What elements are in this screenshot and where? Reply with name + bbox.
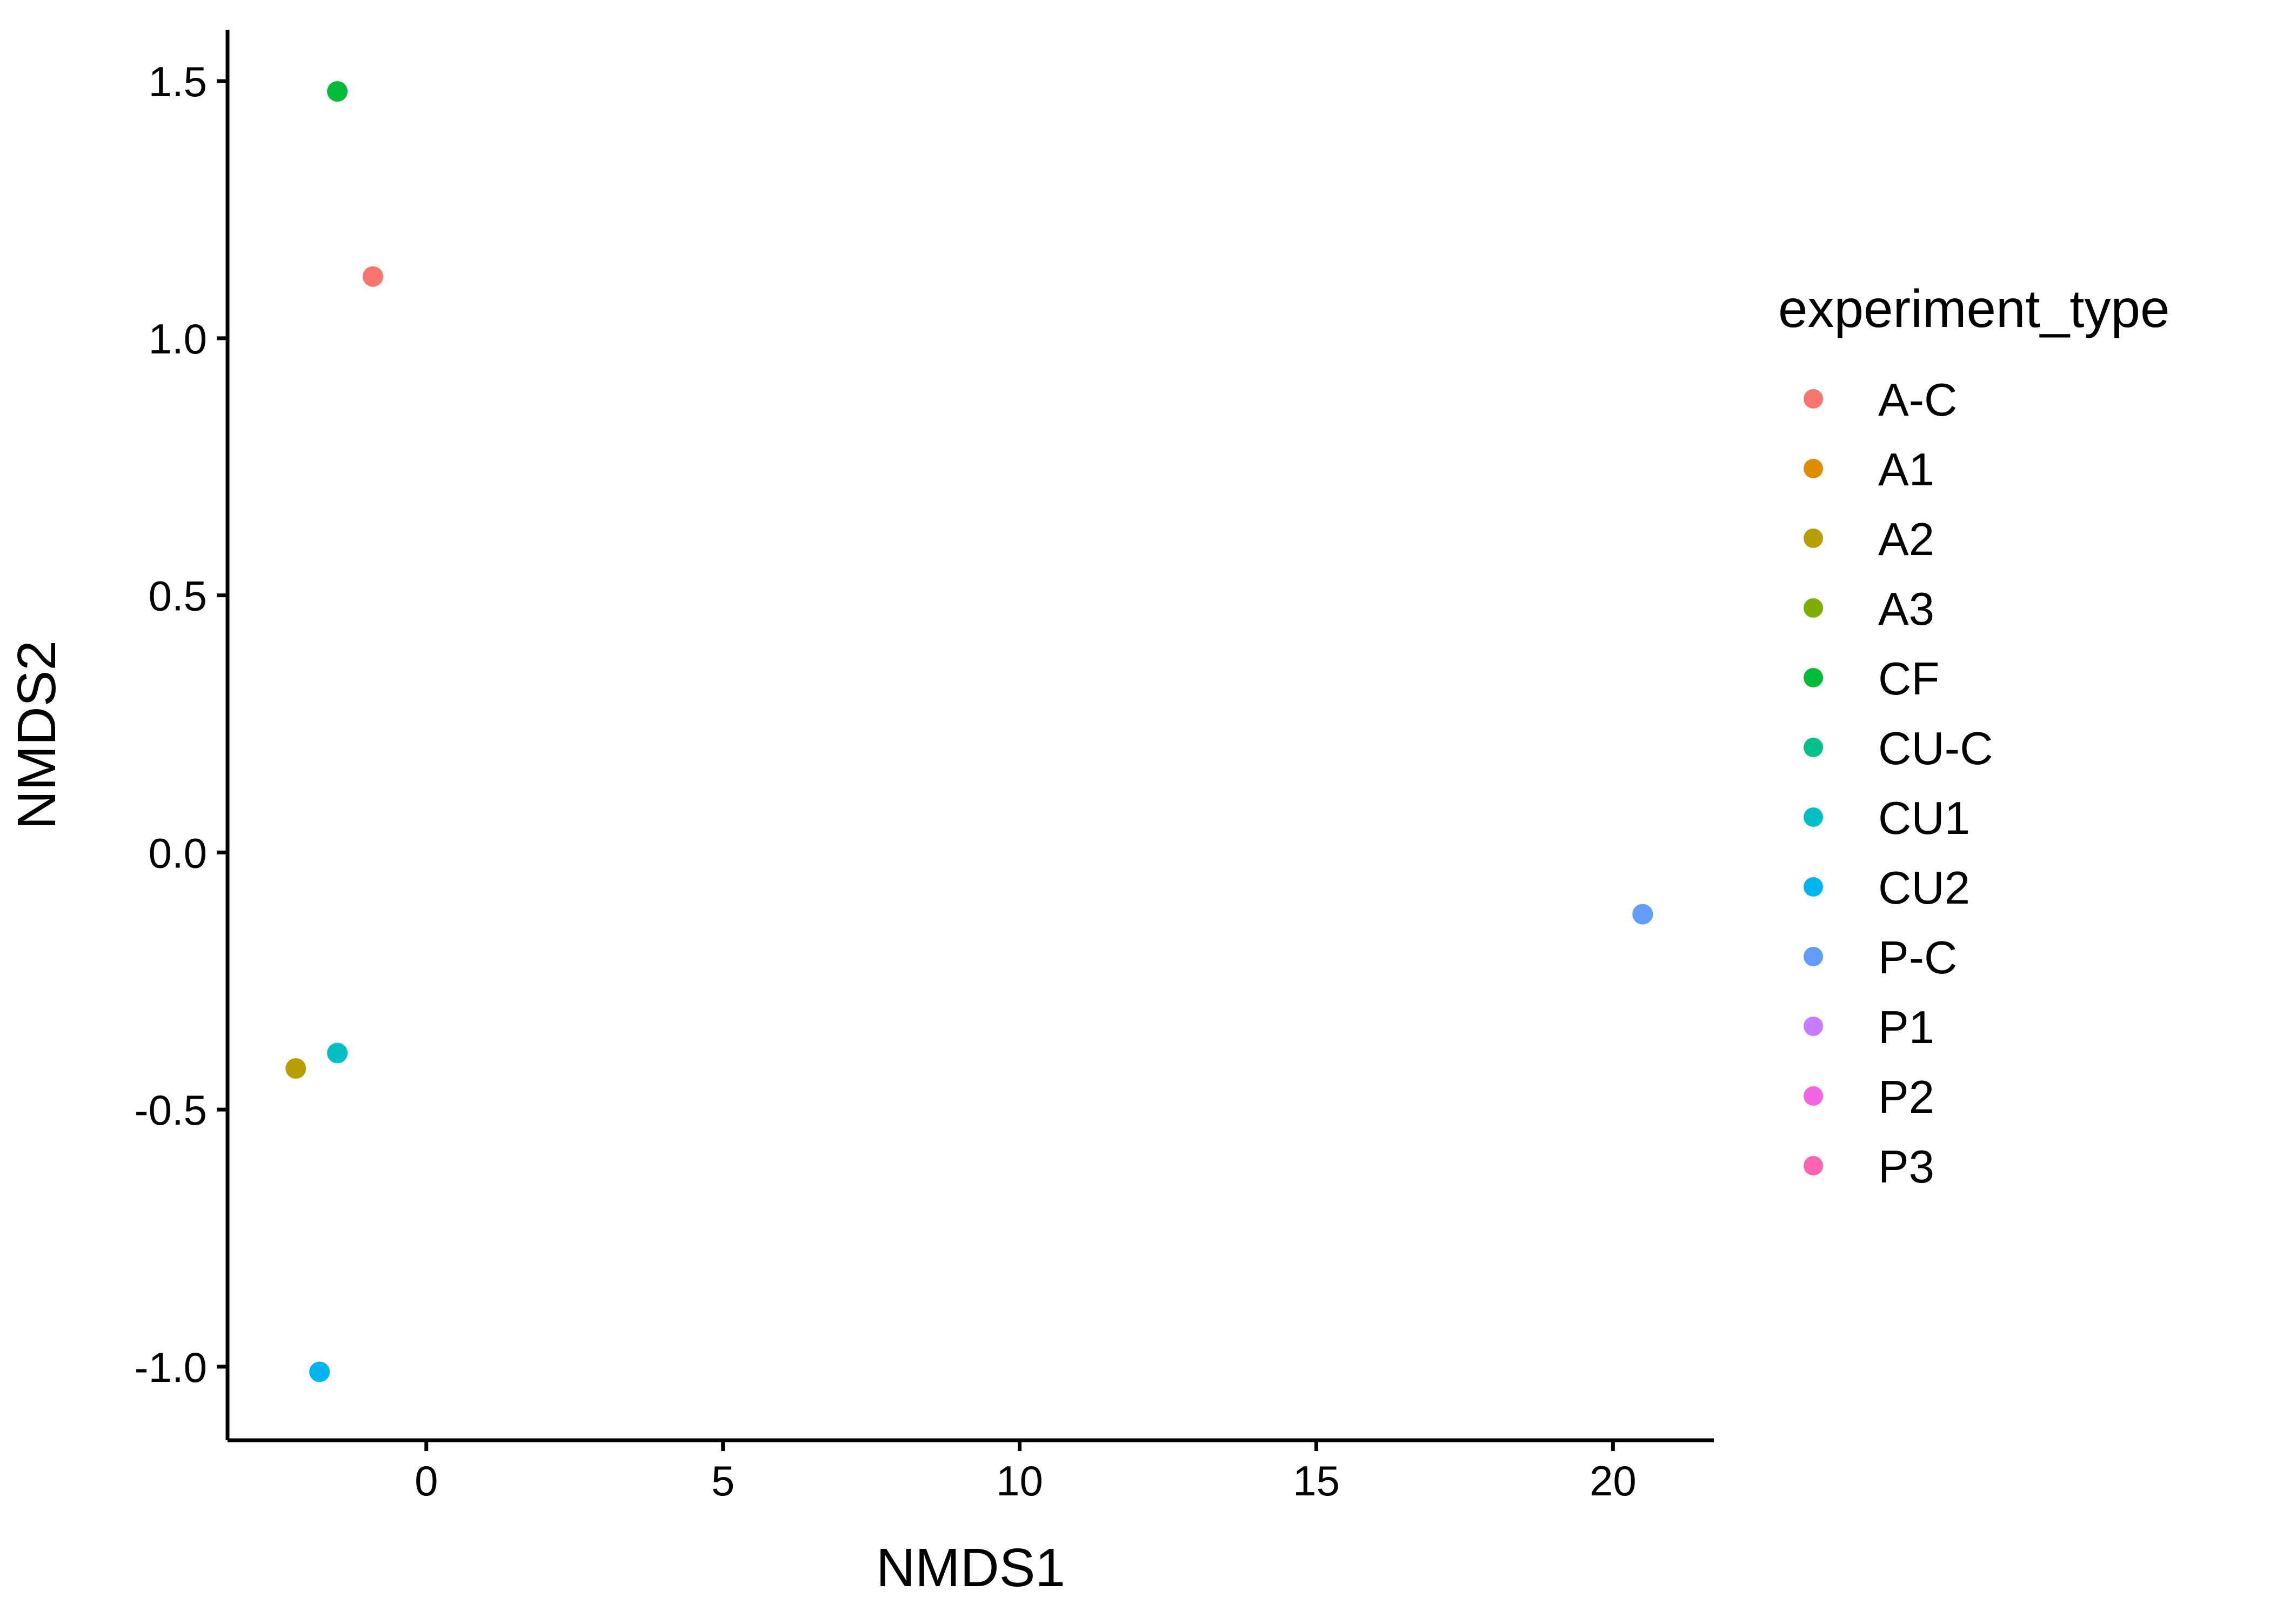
x-tick-label: 10: [996, 1457, 1043, 1505]
legend-key: [1804, 459, 1823, 478]
y-tick-label: -0.5: [135, 1086, 207, 1134]
legend-key: [1804, 598, 1823, 618]
y-tick-label: 1.0: [149, 315, 207, 363]
legend-key: [1804, 1156, 1823, 1175]
legend-label: CU1: [1878, 793, 1970, 844]
legend-key: [1804, 529, 1823, 548]
legend-key: [1804, 738, 1823, 757]
data-point: [309, 1361, 330, 1382]
y-tick-label: 1.5: [149, 58, 207, 105]
legend-key: [1804, 947, 1823, 966]
legend-label: A3: [1878, 584, 1934, 635]
legend-key: [1804, 1086, 1823, 1106]
legend-label: CF: [1878, 653, 1939, 705]
legend-key: [1804, 807, 1823, 827]
legend-label: A-C: [1878, 375, 1957, 426]
legend-label: A1: [1878, 444, 1934, 496]
legend-label: P2: [1878, 1072, 1934, 1123]
data-point: [1632, 904, 1653, 925]
legend: experiment_type A-C A1 A2 A3 CF CU-C CU1 CU2 P-C…: [1778, 279, 2170, 1193]
x-tick-label: 15: [1293, 1457, 1340, 1505]
legend-key: [1804, 1017, 1823, 1036]
legend-label: CU-C: [1878, 723, 1993, 774]
legend-label: CU2: [1878, 863, 1970, 914]
data-points: [285, 81, 1653, 1382]
data-point: [327, 1042, 348, 1064]
data-point: [362, 266, 383, 287]
data-point: [285, 1058, 306, 1079]
y-tick-label: 0.5: [149, 572, 207, 620]
y-tick-label: -1.0: [135, 1344, 207, 1391]
axes: 0 5 10 15 20 -1.0 -0.5 0.0 0.5 1.0 1.5: [135, 30, 1714, 1505]
y-tick-label: 0.0: [149, 829, 207, 877]
x-axis-title: NMDS1: [876, 1538, 1065, 1598]
legend-key: [1804, 668, 1823, 687]
data-point: [327, 81, 348, 102]
legend-title: experiment_type: [1778, 279, 2170, 338]
x-tick-label: 20: [1590, 1457, 1637, 1505]
legend-label: A2: [1878, 514, 1934, 565]
legend-key: [1804, 877, 1823, 897]
legend-label: P-C: [1878, 932, 1957, 984]
x-tick-label: 5: [711, 1457, 735, 1505]
y-axis-title: NMDS2: [6, 640, 67, 830]
legend-label: P1: [1878, 1002, 1934, 1053]
legend-label: P3: [1878, 1141, 1934, 1193]
legend-key: [1804, 389, 1823, 409]
x-tick-label: 0: [415, 1457, 438, 1505]
